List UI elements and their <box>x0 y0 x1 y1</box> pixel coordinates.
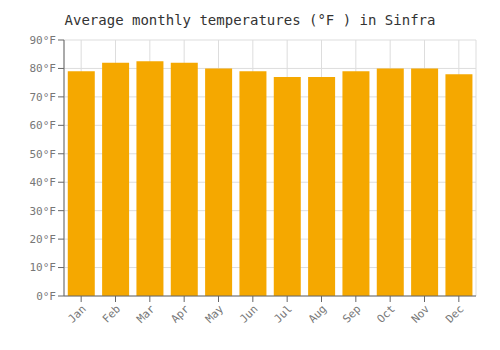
svg-text:Jul: Jul <box>272 302 295 325</box>
svg-text:0°F: 0°F <box>36 290 56 303</box>
svg-text:80°F: 80°F <box>30 62 57 75</box>
svg-text:50°F: 50°F <box>30 148 57 161</box>
svg-text:Oct: Oct <box>375 302 398 325</box>
svg-text:Sep: Sep <box>340 302 363 325</box>
svg-text:40°F: 40°F <box>30 176 57 189</box>
svg-text:Mar: Mar <box>134 302 158 326</box>
svg-text:Jun: Jun <box>237 302 260 325</box>
svg-text:90°F: 90°F <box>30 34 57 47</box>
html-text:Average monthly temperatures (: Average monthly temperatures (°F ) in Si… <box>64 12 436 28</box>
svg-text:70°F: 70°F <box>30 91 57 104</box>
svg-text:Feb: Feb <box>100 302 123 325</box>
svg-text:Apr: Apr <box>169 302 193 326</box>
svg-text:60°F: 60°F <box>30 119 57 132</box>
svg-text:Nov: Nov <box>409 302 433 326</box>
svg-text:20°F: 20°F <box>30 233 57 246</box>
svg-text:Dec: Dec <box>443 302 466 325</box>
svg-text:30°F: 30°F <box>30 205 57 218</box>
svg-text:Aug: Aug <box>306 302 329 325</box>
svg-text:Jan: Jan <box>66 302 89 325</box>
svg-text:10°F: 10°F <box>30 261 57 274</box>
svg-text:May: May <box>203 302 227 326</box>
